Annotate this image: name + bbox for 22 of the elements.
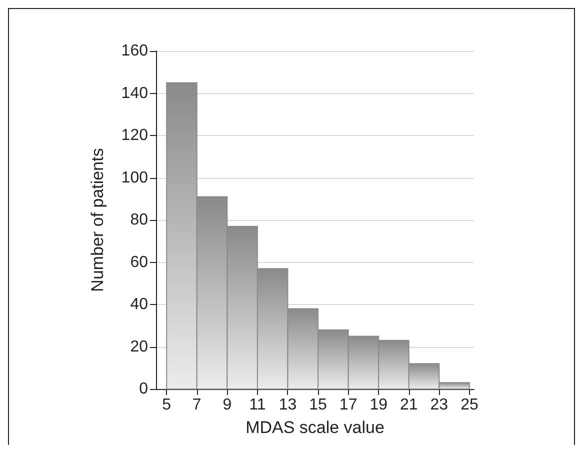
y-axis-title: Number of patients	[88, 148, 107, 292]
x-tick-label: 5	[162, 396, 172, 414]
y-tick-label: 40	[130, 296, 148, 313]
x-tick-label: 7	[192, 396, 202, 414]
x-tick-label: 9	[222, 396, 232, 414]
y-tick-label: 120	[121, 127, 148, 144]
x-tick-label: 19	[370, 396, 388, 414]
x-tick-label: 23	[430, 396, 448, 414]
x-tick-label: 13	[278, 396, 297, 414]
y-tick-label: 140	[121, 84, 148, 102]
y-tick-label: 60	[130, 254, 148, 271]
y-tick-label: 0	[139, 380, 148, 398]
x-tick-label: 17	[339, 396, 358, 414]
y-tick-label: 100	[121, 169, 148, 186]
y-tick-label: 80	[130, 212, 148, 228]
x-tick-label: 15	[309, 396, 328, 414]
x-axis-title: MDAS scale value	[246, 418, 384, 437]
y-tick-label: 20	[130, 338, 148, 356]
x-tick-label: 21	[400, 396, 418, 414]
x-tick-label: 11	[249, 396, 266, 414]
x-tick-label: 25	[460, 396, 478, 414]
y-tick-label: 160	[121, 42, 148, 60]
